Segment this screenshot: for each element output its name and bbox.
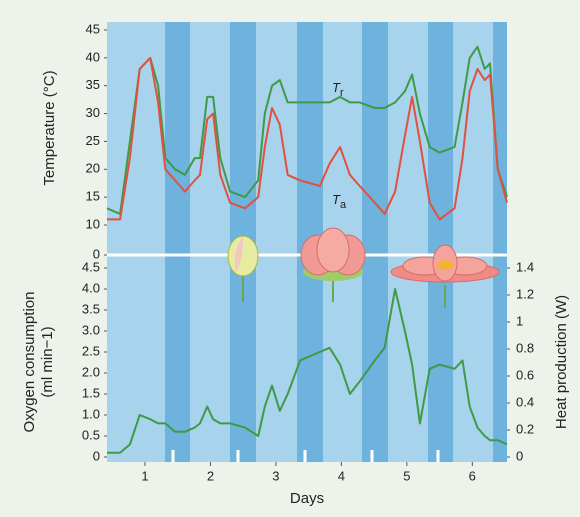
x-tick-label: 4 <box>338 468 345 483</box>
y-tick-label: 30 <box>86 105 100 120</box>
data-line <box>106 45 508 215</box>
y-tick-label: 40 <box>86 49 100 64</box>
annotation-subscript: a <box>340 199 347 211</box>
y-tick-label: 3.0 <box>82 322 100 337</box>
y-tick-label: 4.5 <box>82 259 100 274</box>
y-tick-label: 0 <box>93 246 100 261</box>
x-tick-label: 6 <box>469 468 476 483</box>
annotation-subscript: r <box>340 87 344 99</box>
y-tick-label: 15 <box>86 189 100 204</box>
open-flower-illustration <box>390 244 500 308</box>
y-tick-label: 0.5 <box>82 427 100 442</box>
x-tick-label: 1 <box>141 468 148 483</box>
y-tick-label: 1.5 <box>82 385 100 400</box>
y-tick-label: 0.2 <box>516 421 534 436</box>
y-axis-title: Temperature (°C) <box>41 70 58 185</box>
y-tick-label: 1.4 <box>516 259 534 274</box>
y-axis-title: (ml min−1) <box>39 326 56 397</box>
x-tick-label: 3 <box>272 468 279 483</box>
y-tick-label: 10 <box>86 216 100 231</box>
annotation-text: T <box>332 80 341 95</box>
x-tick-label: 5 <box>403 468 410 483</box>
data-line <box>107 56 508 221</box>
x-axis-title: Days <box>290 490 324 507</box>
y-tick-label: 1.2 <box>516 286 534 301</box>
midnight-marks <box>171 450 440 462</box>
y-tick-label: 0.4 <box>516 394 534 409</box>
annotation-text: T <box>332 192 341 207</box>
flower-illustration <box>300 227 366 302</box>
bud-illustration <box>227 235 259 302</box>
y-tick-label: 25 <box>86 133 100 148</box>
series-annotation: Tr <box>332 80 344 98</box>
y-tick-label: 0.8 <box>516 340 534 355</box>
x-tick-label: 2 <box>207 468 214 483</box>
y-tick-label: 0 <box>516 448 523 463</box>
y-tick-label: 4.0 <box>82 280 100 295</box>
y-tick-label: 2.0 <box>82 364 100 379</box>
series-annotation: Ta <box>332 192 347 210</box>
y-tick-label: 2.5 <box>82 343 100 358</box>
y-tick-label: 1.0 <box>82 406 100 421</box>
y-axis-title: Oxygen consumption <box>21 292 38 433</box>
y-tick-label: 0.6 <box>516 367 534 382</box>
data-line <box>107 288 508 454</box>
y-tick-label: 20 <box>86 161 100 176</box>
y-tick-label: 35 <box>86 77 100 92</box>
y2-axis-title: Heat production (W) <box>553 295 570 429</box>
y-tick-label: 1 <box>516 313 523 328</box>
y-tick-label: 0 <box>93 448 100 463</box>
y-tick-label: 45 <box>86 21 100 36</box>
y-tick-label: 3.5 <box>82 301 100 316</box>
